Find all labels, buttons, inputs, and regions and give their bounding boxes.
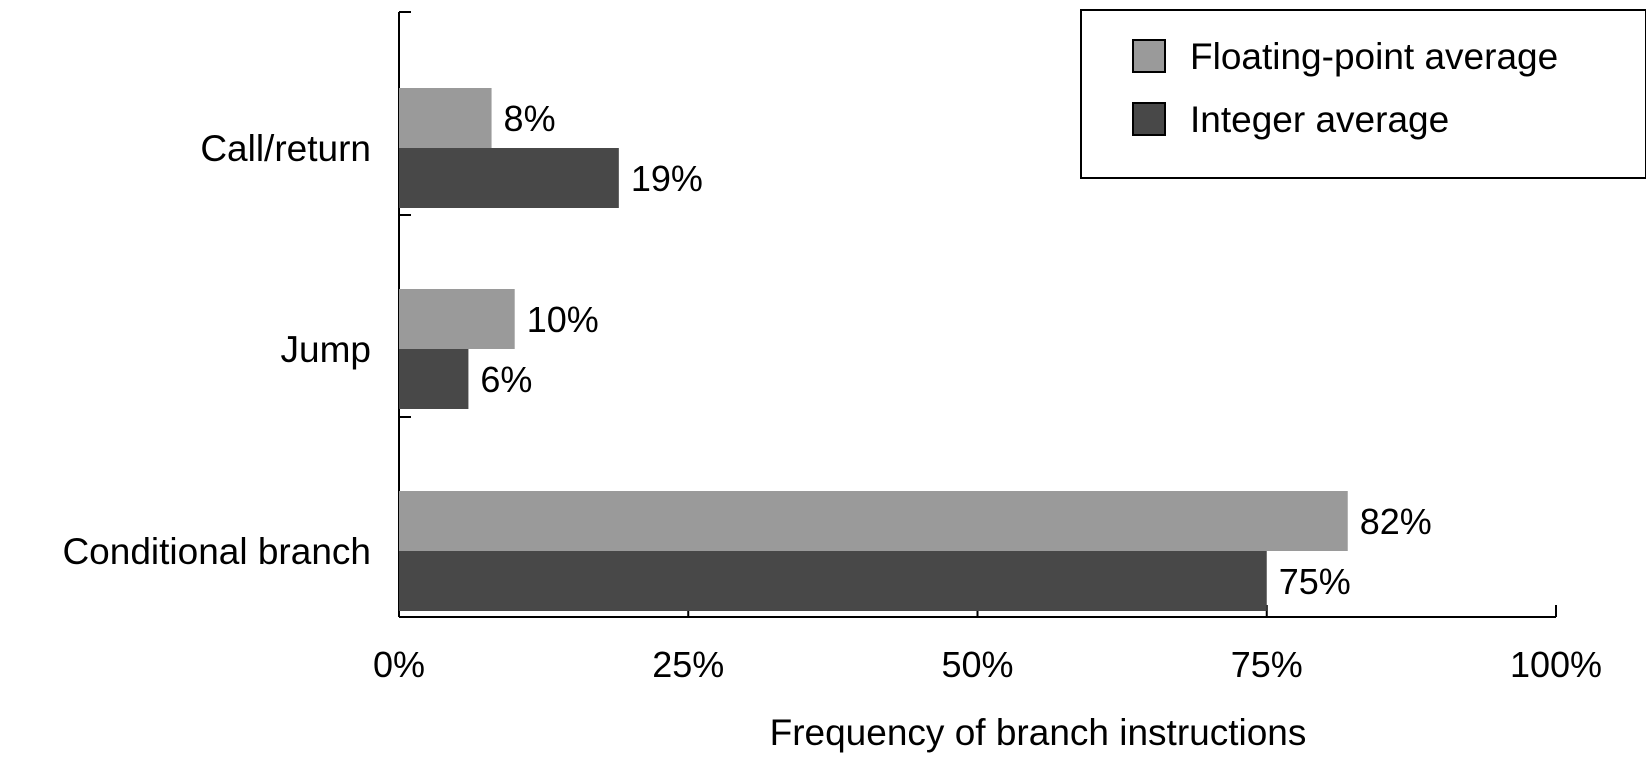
- bar: [399, 88, 492, 148]
- legend-label: Floating-point average: [1190, 36, 1558, 77]
- data-label: 19%: [631, 158, 703, 199]
- legend: Floating-point average Integer average: [1080, 9, 1646, 179]
- x-tick-label: 25%: [652, 644, 724, 685]
- data-label: 10%: [527, 299, 599, 340]
- x-tick-label: 100%: [1510, 644, 1602, 685]
- x-axis-title: Frequency of branch instructions: [770, 712, 1307, 753]
- x-tick-label: 0%: [373, 644, 425, 685]
- legend-box: [1080, 9, 1646, 179]
- bar: [399, 148, 619, 208]
- legend-label: Integer average: [1190, 99, 1449, 140]
- category-label: Call/return: [200, 128, 371, 169]
- legend-swatch: [1132, 39, 1166, 73]
- chart-labels: 8% 10% 82% 19% 6% 75%: [480, 98, 1431, 602]
- category-label: Conditional branch: [62, 531, 371, 572]
- data-label: 82%: [1360, 501, 1432, 542]
- data-label: 8%: [504, 98, 556, 139]
- bar: [399, 551, 1267, 611]
- x-tick-label: 75%: [1231, 644, 1303, 685]
- bar: [399, 491, 1348, 551]
- category-label: Jump: [281, 329, 371, 370]
- chart-axes: 0% 25% 50% 75% 100% Call/return Jump Conditiona…: [62, 11, 1602, 685]
- x-tick-label: 50%: [941, 644, 1013, 685]
- chart-bars: [399, 88, 1348, 611]
- bar: [399, 349, 469, 409]
- legend-swatch: [1132, 102, 1166, 136]
- data-label: 6%: [480, 359, 532, 400]
- data-label: 75%: [1279, 561, 1351, 602]
- bar: [399, 289, 515, 349]
